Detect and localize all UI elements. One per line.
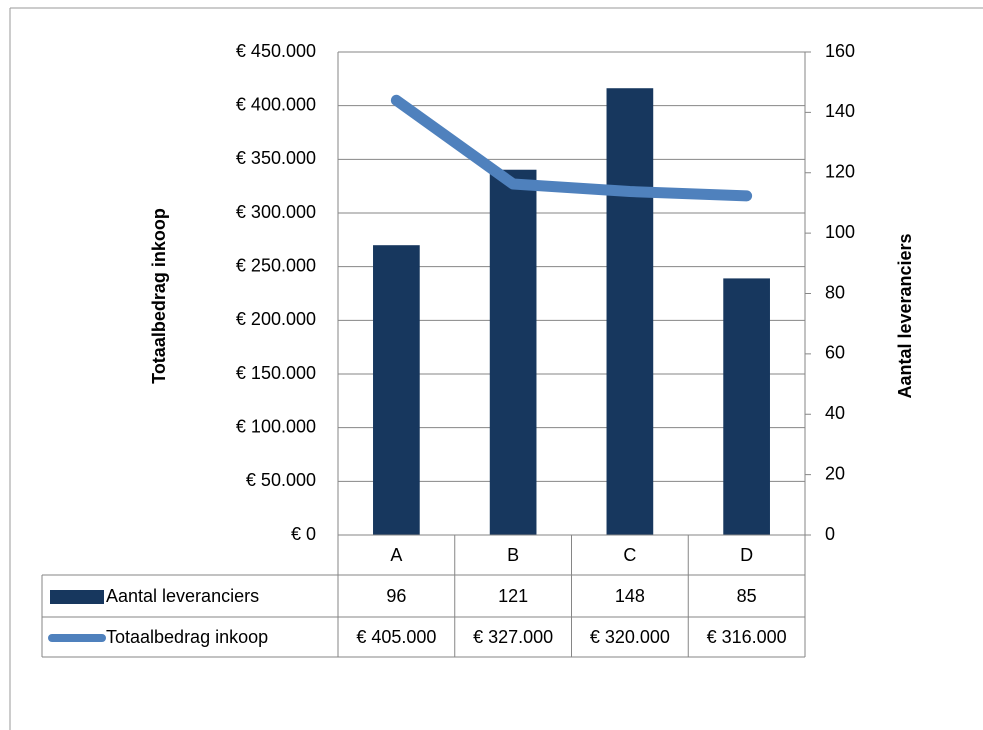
bar	[606, 88, 654, 535]
table-value: € 316.000	[707, 627, 787, 647]
y2-tick-label: 40	[825, 403, 845, 423]
x-tick-label: A	[390, 545, 402, 565]
bar	[723, 278, 770, 535]
y-axis-title: Totaalbedrag inkoop	[149, 208, 169, 384]
table-value: € 320.000	[590, 627, 670, 647]
legend-label: Aantal leveranciers	[106, 586, 259, 606]
table-value: € 327.000	[473, 627, 553, 647]
y2-tick-label: 0	[825, 524, 835, 544]
table-value: 121	[498, 586, 528, 606]
y-tick-label: € 200.000	[236, 309, 316, 329]
y2-tick-label: 140	[825, 101, 855, 121]
y-tick-label: € 250.000	[236, 255, 316, 275]
table-value: € 405.000	[356, 627, 436, 647]
y-tick-label: € 100.000	[236, 416, 316, 436]
y-tick-label: € 400.000	[236, 94, 316, 114]
y-tick-label: € 0	[291, 524, 316, 544]
x-tick-label: D	[740, 545, 753, 565]
y2-tick-label: 20	[825, 463, 845, 483]
y-tick-label: € 300.000	[236, 202, 316, 222]
x-tick-label: C	[623, 545, 636, 565]
table-value: 148	[615, 586, 645, 606]
y-tick-label: € 350.000	[236, 148, 316, 168]
bar	[373, 245, 420, 535]
y-tick-label: € 450.000	[236, 41, 316, 61]
legend-label: Totaalbedrag inkoop	[106, 627, 268, 647]
y2-tick-label: 160	[825, 41, 855, 61]
y-tick-label: € 150.000	[236, 363, 316, 383]
legend-key	[50, 590, 104, 604]
y2-axis-title: Aantal leveranciers	[895, 233, 915, 398]
y-tick-label: € 50.000	[246, 470, 316, 490]
table-value: 85	[737, 586, 757, 606]
bar	[489, 169, 537, 535]
y2-tick-label: 80	[825, 282, 845, 302]
y2-tick-label: 100	[825, 222, 855, 242]
table-value: 96	[386, 586, 406, 606]
y2-tick-label: 60	[825, 343, 845, 363]
y2-tick-label: 120	[825, 162, 855, 182]
x-tick-label: B	[507, 545, 519, 565]
line	[390, 94, 753, 202]
